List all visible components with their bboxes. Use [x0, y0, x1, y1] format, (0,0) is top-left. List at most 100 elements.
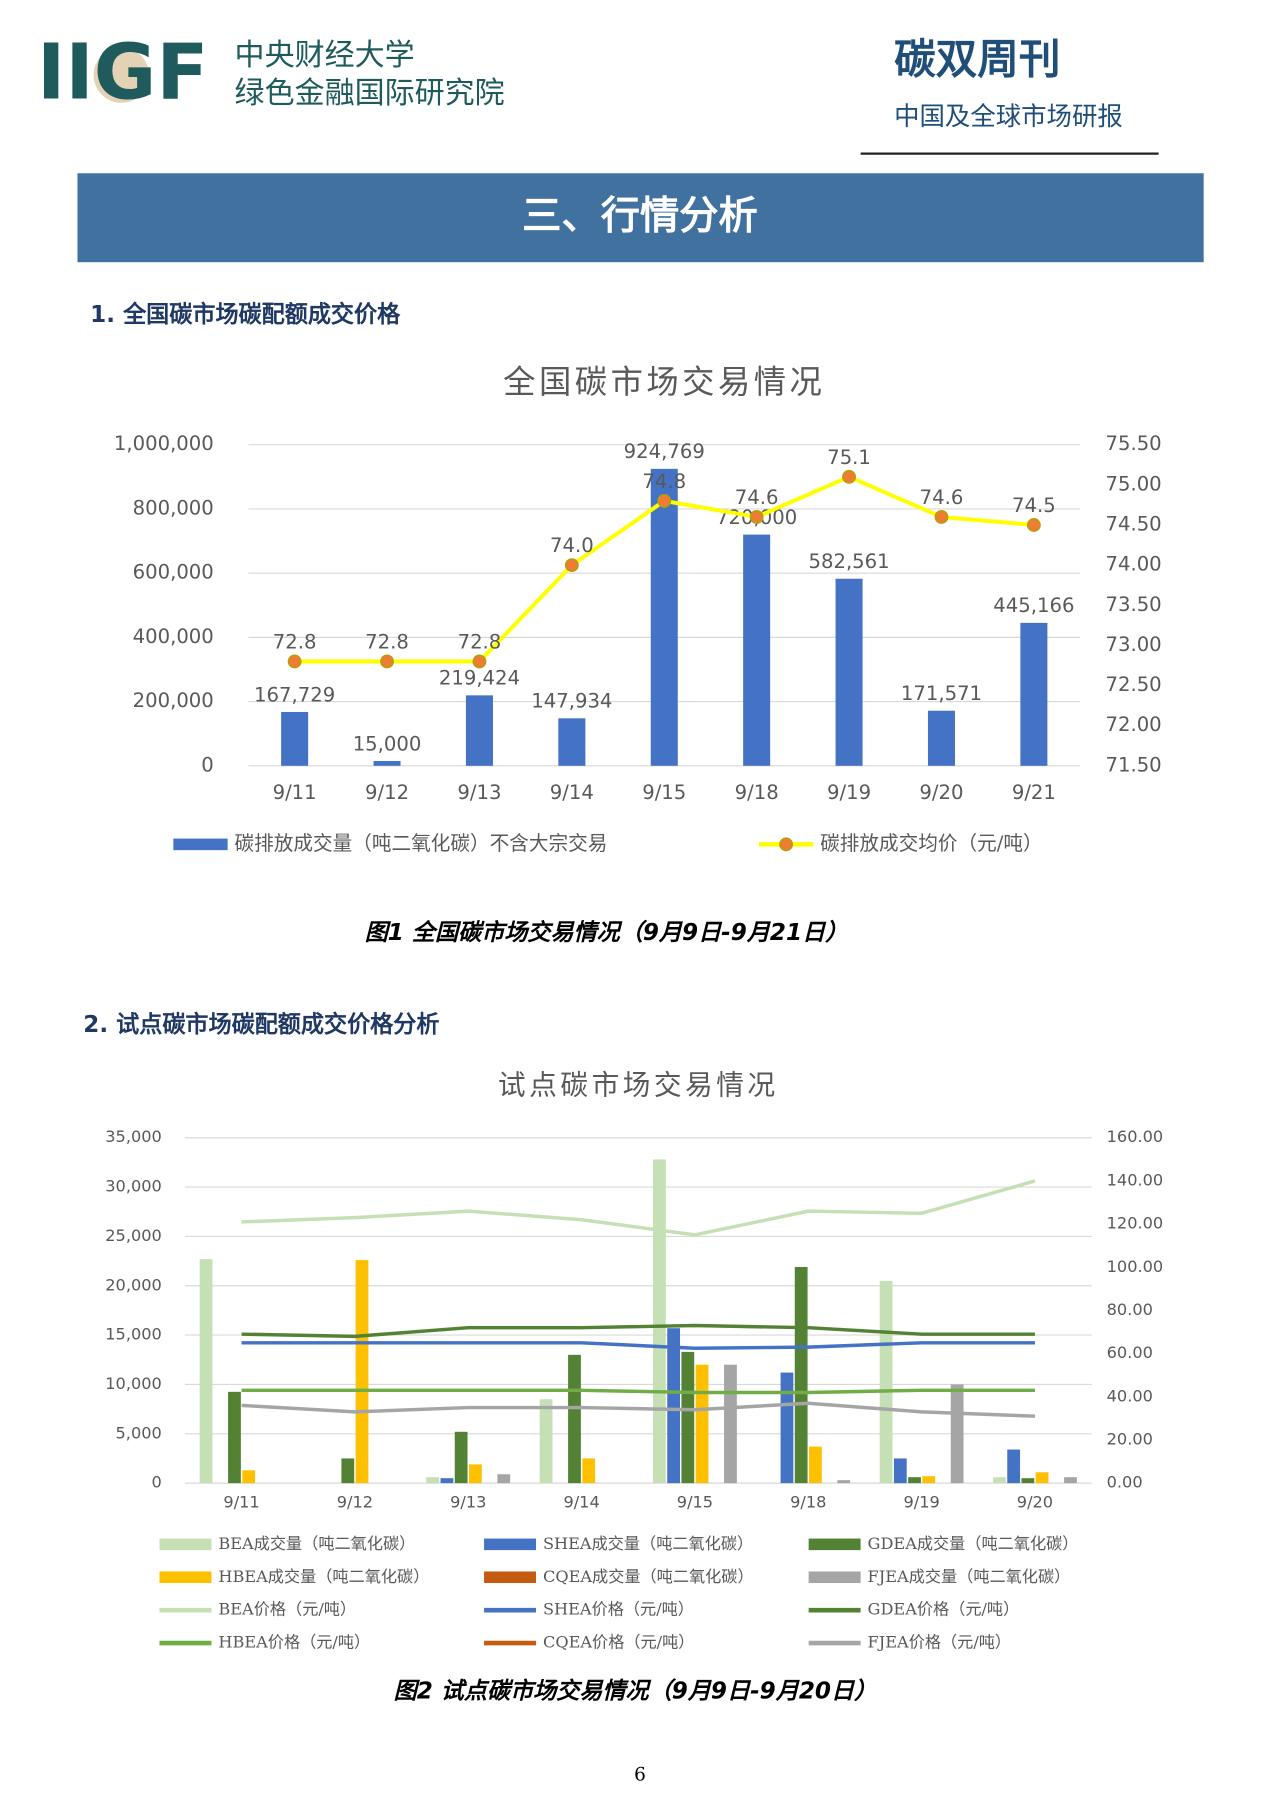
bar	[837, 1480, 851, 1484]
bar-value-label: 147,934	[531, 690, 612, 713]
bar	[281, 711, 309, 766]
line-marker	[564, 558, 579, 573]
y2-tick-label: 73.00	[1105, 633, 1161, 656]
section-title: 三、行情分析	[522, 194, 758, 239]
line-marker	[472, 654, 487, 669]
legend-label: CQEA成交量（吨二氧化碳）	[543, 1567, 754, 1586]
x-tick-label: 9/14	[550, 781, 594, 804]
y-tick-label: 25,000	[105, 1226, 162, 1245]
caption: 图1 全国碳市场交易情况（9月9日-9月21日）	[365, 919, 849, 946]
logo: IIGF	[37, 27, 208, 116]
y-tick-label: 10,000	[105, 1374, 162, 1393]
bar	[681, 1351, 695, 1484]
pub-subtitle: 中国及全球市场研报	[894, 101, 1123, 131]
legend-swatch	[159, 1538, 212, 1551]
bar	[950, 1384, 964, 1484]
y2-tick-label: 160.00	[1107, 1127, 1164, 1146]
bar	[780, 1372, 794, 1484]
x-tick-label: 9/15	[642, 781, 686, 804]
bar	[465, 695, 493, 766]
bar	[1021, 1478, 1035, 1484]
legend-label: 碳排放成交均价（元/吨）	[820, 832, 1042, 855]
line-marker	[1026, 518, 1041, 532]
legend-label: FJEA成交量（吨二氧化碳）	[868, 1567, 1071, 1586]
legend-swatch	[173, 838, 228, 851]
y2-tick-label: 75.00	[1105, 472, 1161, 495]
y2-tick-label: 74.50	[1105, 512, 1161, 535]
bar	[426, 1477, 440, 1484]
bar-value-label: 445,166	[993, 594, 1074, 617]
line-value-label: 72.8	[365, 630, 409, 653]
heading: 2. 试点碳市场碳配额成交价格分析	[83, 1011, 439, 1038]
y2-tick-label: 100.00	[1107, 1257, 1164, 1276]
x-tick-label: 9/18	[735, 781, 779, 804]
bar	[879, 1280, 893, 1484]
legend-label: SHEA价格（元/吨）	[543, 1600, 694, 1619]
y-tick-label: 15,000	[105, 1325, 162, 1344]
x-tick-label: 9/20	[919, 781, 963, 804]
line-value-label: 74.6	[735, 486, 779, 509]
bar-value-label: 15,000	[353, 732, 422, 755]
chart-title: 试点碳市场交易情况	[498, 1068, 779, 1101]
x-tick-label: 9/19	[903, 1492, 939, 1511]
bar	[373, 760, 401, 766]
bar	[1007, 1449, 1021, 1484]
line-value-label: 72.8	[458, 630, 502, 653]
x-tick-label: 9/11	[223, 1492, 259, 1511]
line-value-label: 74.8	[642, 470, 686, 493]
y2-tick-label: 72.50	[1105, 673, 1161, 696]
line-marker	[842, 469, 856, 484]
bar	[242, 1470, 256, 1484]
section-banner	[77, 173, 1204, 263]
bar	[228, 1391, 241, 1484]
bar-value-label: 582,561	[808, 550, 889, 573]
line-marker	[934, 510, 949, 524]
line-value-label: 74.0	[550, 534, 594, 557]
legend-swatch	[484, 1571, 537, 1584]
bar	[835, 578, 863, 766]
bar	[568, 1354, 581, 1484]
pub-title: 碳双周刊	[894, 34, 1060, 83]
legend-label: HBEA价格（元/吨）	[218, 1633, 370, 1652]
y2-tick-label: 40.00	[1107, 1386, 1153, 1405]
org-line: 绿色金融国际研究院	[235, 76, 505, 111]
y2-tick-label: 20.00	[1107, 1429, 1153, 1448]
bar	[808, 1446, 822, 1484]
bar	[653, 1159, 666, 1484]
line-value-label: 72.8	[273, 630, 317, 653]
line	[241, 1341, 1035, 1350]
bar-value-label: 171,571	[901, 682, 982, 705]
bar	[650, 468, 678, 766]
bar	[1064, 1477, 1077, 1484]
y2-tick-label: 74.00	[1105, 553, 1161, 576]
x-tick-label: 9/14	[563, 1492, 599, 1511]
bar	[440, 1478, 454, 1484]
legend-label: BEA成交量（吨二氧化碳）	[218, 1534, 415, 1553]
legend-label: FJEA价格（元/吨）	[868, 1633, 1012, 1652]
line	[241, 1388, 1035, 1395]
y2-tick-label: 120.00	[1107, 1214, 1164, 1233]
line-marker	[749, 510, 764, 524]
legend-label: HBEA成交量（吨二氧化碳）	[218, 1567, 429, 1586]
legend-label: 碳排放成交量（吨二氧化碳）不含大宗交易	[235, 832, 608, 855]
line	[241, 1323, 1035, 1339]
org-line: 中央财经大学	[235, 38, 415, 73]
y2-tick-label: 80.00	[1107, 1300, 1153, 1319]
chart-title: 全国碳市场交易情况	[503, 363, 825, 401]
bar-value-label: 219,424	[439, 667, 520, 690]
legend-label: GDEA成交量（吨二氧化碳）	[868, 1534, 1079, 1553]
bar	[667, 1328, 681, 1484]
legend-label: GDEA价格（元/吨）	[868, 1600, 1020, 1619]
heading: 1. 全国碳市场碳配额成交价格	[90, 301, 401, 328]
y-tick-label: 800,000	[133, 496, 214, 519]
bar	[908, 1477, 921, 1484]
y-tick-label: 0	[152, 1473, 162, 1492]
bar	[341, 1458, 355, 1484]
bar	[582, 1458, 596, 1484]
bar	[927, 710, 955, 766]
bar-value-label: 167,729	[254, 683, 335, 706]
bar	[355, 1260, 369, 1484]
bar	[199, 1259, 213, 1484]
